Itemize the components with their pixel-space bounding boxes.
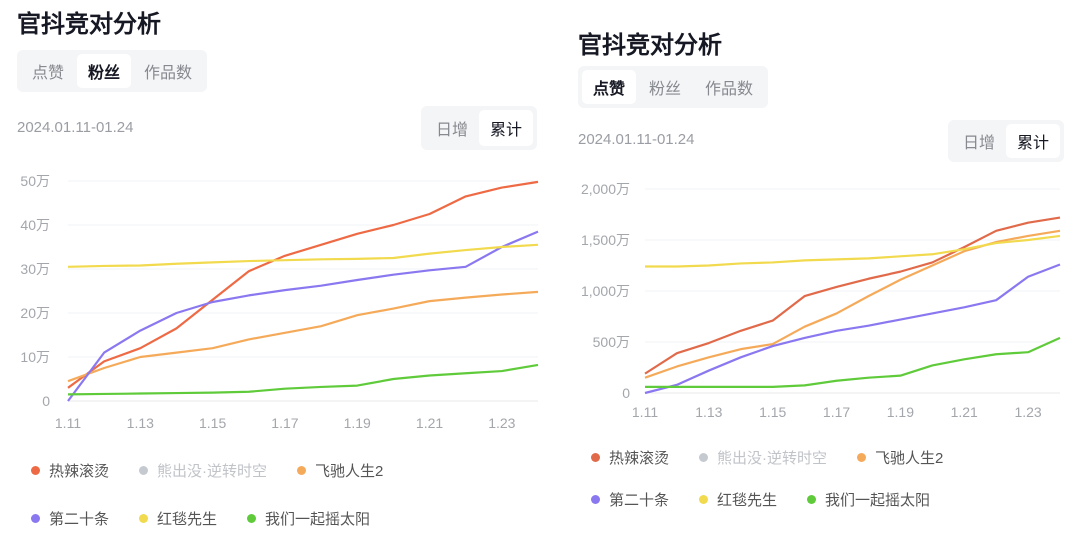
x-tick-label: 1.13: [695, 404, 722, 420]
y-tick-label: 20万: [20, 305, 50, 321]
x-tick-label: 1.17: [271, 415, 298, 431]
legend-label: 红毯先生: [157, 511, 218, 528]
x-tick-label: 1.11: [55, 415, 81, 431]
legend-dot-icon: [699, 495, 709, 504]
legend-dot-icon: [297, 466, 307, 475]
series-line-0[interactable]: [644, 216, 1061, 375]
legend-item[interactable]: 我们一起摇太阳: [807, 489, 930, 510]
series-line-2[interactable]: [644, 229, 1061, 379]
legend-label: 第二十条: [49, 511, 110, 528]
legend-label: 热辣滚烫: [49, 463, 110, 480]
metric-tabs: 点赞 粉丝 作品数: [578, 66, 769, 108]
tab-0[interactable]: 点赞: [582, 70, 637, 104]
series-line-3[interactable]: [67, 230, 539, 402]
page-title: 官抖竞对分析: [17, 11, 161, 38]
page-title: 官抖竞对分析: [578, 32, 722, 59]
legend-item[interactable]: 飞驰人生2: [857, 447, 943, 468]
series-line-4[interactable]: [67, 243, 539, 268]
legend-dot-icon: [247, 514, 257, 523]
x-tick-label: 1.23: [488, 415, 515, 431]
mode-toggle: 日增 累计: [948, 120, 1065, 162]
legend-item[interactable]: 第二十条: [31, 508, 109, 529]
legend-dot-icon: [591, 495, 600, 504]
x-tick-label: 1.19: [887, 404, 914, 420]
legend-dot-icon: [857, 453, 867, 462]
legend-dot-icon: [139, 466, 149, 475]
legend-item[interactable]: 红毯先生: [699, 489, 777, 510]
y-tick-label: 10万: [20, 349, 50, 365]
legend-dot-icon: [31, 514, 40, 523]
legend-row: 热辣滚烫 熊出没·逆转时空 飞驰人生2: [591, 447, 943, 468]
date-range: 2024.01.11-01.24: [578, 131, 695, 148]
legend-dot-icon: [31, 466, 40, 475]
legend-item[interactable]: 红毯先生: [139, 508, 217, 529]
legend-item[interactable]: 我们一起摇太阳: [247, 508, 370, 529]
series-line-4[interactable]: [645, 234, 1061, 268]
y-tick-label: 30万: [20, 261, 50, 277]
tab-1[interactable]: 粉丝: [77, 54, 132, 88]
x-tick-label: 1.17: [823, 404, 850, 420]
series-line-5[interactable]: [645, 336, 1061, 388]
y-tick-label: 1,500万: [581, 232, 630, 248]
legend-label: 红毯先生: [717, 492, 778, 509]
legend-item[interactable]: 热辣滚烫: [591, 447, 669, 468]
cumulative-button[interactable]: 累计: [1006, 124, 1061, 158]
tab-2[interactable]: 作品数: [705, 81, 754, 98]
legend-dot-icon: [699, 453, 709, 462]
legend-item[interactable]: 热辣滚烫: [31, 460, 109, 481]
legend-label: 热辣滚烫: [609, 450, 670, 467]
tab-1[interactable]: 粉丝: [649, 81, 682, 98]
cumulative-button[interactable]: 累计: [479, 110, 534, 146]
series-line-5[interactable]: [67, 363, 539, 396]
y-tick-label: 1,000万: [581, 283, 630, 299]
y-tick-label: 50万: [20, 173, 50, 189]
y-tick-label: 0: [622, 385, 630, 401]
series-line-0[interactable]: [67, 180, 539, 389]
x-tick-label: 1.11: [632, 404, 658, 420]
x-tick-label: 1.13: [127, 415, 154, 431]
x-tick-label: 1.15: [759, 404, 786, 420]
daily-button[interactable]: 日增: [963, 135, 996, 152]
legend-row: 第二十条 红毯先生 我们一起摇太阳: [31, 508, 370, 529]
x-tick-label: 1.21: [951, 404, 978, 420]
legend-item[interactable]: 飞驰人生2: [297, 460, 383, 481]
legend-label: 我们一起摇太阳: [825, 492, 931, 509]
legend-label: 飞驰人生2: [875, 450, 944, 467]
legend-row: 热辣滚烫 熊出没·逆转时空 飞驰人生2: [31, 460, 383, 481]
legend-row: 第二十条 红毯先生 我们一起摇太阳: [591, 489, 930, 510]
x-tick-label: 1.21: [416, 415, 443, 431]
legend-dot-icon: [591, 453, 600, 462]
legend-item[interactable]: 熊出没·逆转时空: [139, 460, 267, 481]
tab-2[interactable]: 作品数: [144, 65, 193, 82]
legend-dot-icon: [139, 514, 149, 523]
legend-label: 飞驰人生2: [315, 463, 384, 480]
tab-0[interactable]: 点赞: [32, 65, 65, 82]
daily-button[interactable]: 日增: [436, 122, 469, 139]
series-line-2[interactable]: [67, 290, 539, 383]
x-tick-label: 1.15: [199, 415, 226, 431]
y-tick-label: 40万: [20, 217, 50, 233]
legend-label: 第二十条: [609, 492, 670, 509]
legend-label: 熊出没·逆转时空: [157, 463, 268, 480]
y-tick-label: 500万: [593, 334, 630, 350]
legend-label: 我们一起摇太阳: [265, 511, 371, 528]
mode-toggle: 日增 累计: [421, 106, 538, 150]
y-tick-label: 2,000万: [581, 181, 630, 197]
date-range: 2024.01.11-01.24: [17, 119, 134, 136]
y-tick-label: 0: [42, 393, 50, 409]
legend-item[interactable]: 第二十条: [591, 489, 669, 510]
x-tick-label: 1.23: [1014, 404, 1041, 420]
legend-item[interactable]: 熊出没·逆转时空: [699, 447, 827, 468]
x-tick-label: 1.19: [344, 415, 371, 431]
series-line-3[interactable]: [644, 263, 1061, 395]
legend-label: 熊出没·逆转时空: [717, 450, 828, 467]
metric-tabs: 点赞 粉丝 作品数: [17, 50, 208, 92]
legend-dot-icon: [807, 495, 817, 504]
